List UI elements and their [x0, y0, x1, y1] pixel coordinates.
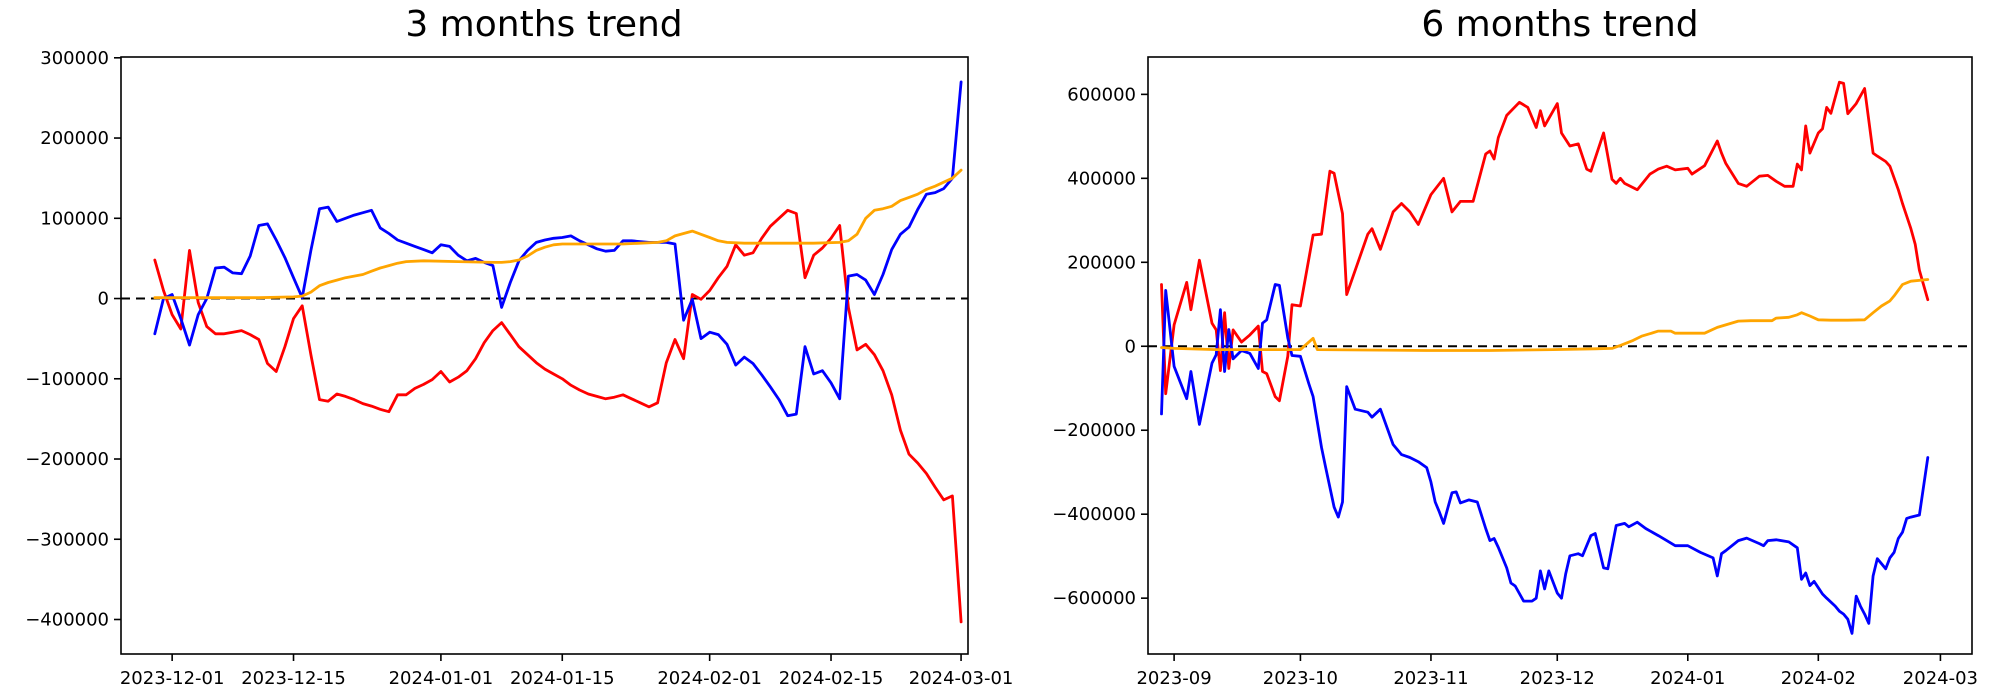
x-tick-label: 2023-12 — [1520, 668, 1595, 689]
chart-title-3-months-trend: 3 months trend — [405, 4, 683, 45]
y-tick-label: 0 — [1125, 336, 1136, 357]
y-tick-label: −200000 — [25, 449, 109, 470]
x-tick-label: 2024-02 — [1781, 668, 1856, 689]
plot-box — [120, 56, 969, 655]
orange-series — [153, 168, 963, 300]
x-tick-label: 2024-01-01 — [389, 668, 494, 689]
red-series — [153, 208, 963, 624]
chart-title-6-months-trend: 6 months trend — [1421, 4, 1699, 45]
y-tick-label: −300000 — [25, 529, 109, 550]
x-tick-label: 2023-12-01 — [120, 668, 225, 689]
red-series — [1160, 80, 1930, 403]
y-tick-label: 0 — [98, 289, 109, 310]
x-tick-label: 2023-09 — [1136, 668, 1211, 689]
x-tick-label: 2023-11 — [1393, 668, 1468, 689]
y-tick-label: 200000 — [40, 128, 109, 149]
x-tick-label: 2024-02-01 — [657, 668, 762, 689]
y-tick-label: −100000 — [25, 369, 109, 390]
blue-series — [1160, 283, 1930, 635]
y-tick-label: −400000 — [25, 609, 109, 630]
x-tick-label: 2024-03 — [1903, 668, 1978, 689]
y-tick-label: −600000 — [1052, 588, 1136, 609]
y-tick-label: 300000 — [40, 48, 109, 69]
x-tick-label: 2024-02-15 — [779, 668, 884, 689]
plot-box — [1147, 56, 1973, 655]
y-tick-label: 600000 — [1067, 84, 1136, 105]
y-tick-label: 400000 — [1067, 168, 1136, 189]
chart-area-0: 2023-12-01 2023-12-15 2024-01-01 2024-01-15… — [25, 48, 1013, 689]
orange-series — [1160, 278, 1930, 352]
x-tick-label: 2024-01 — [1650, 668, 1725, 689]
y-tick-label: 100000 — [40, 208, 109, 229]
y-tick-label: −400000 — [1052, 504, 1136, 525]
x-tick-label: 2023-12-15 — [241, 668, 346, 689]
blue-series — [153, 80, 963, 418]
chart-area-1: 2023-09 2023-10 2023-11 2023-12 2024-01 2024-… — [1052, 56, 1978, 689]
y-tick-label: 200000 — [1067, 252, 1136, 273]
x-tick-label: 2024-01-15 — [510, 668, 615, 689]
y-tick-label: −200000 — [1052, 420, 1136, 441]
x-tick-label: 2023-10 — [1263, 668, 1338, 689]
x-tick-label: 2024-03-01 — [909, 668, 1014, 689]
